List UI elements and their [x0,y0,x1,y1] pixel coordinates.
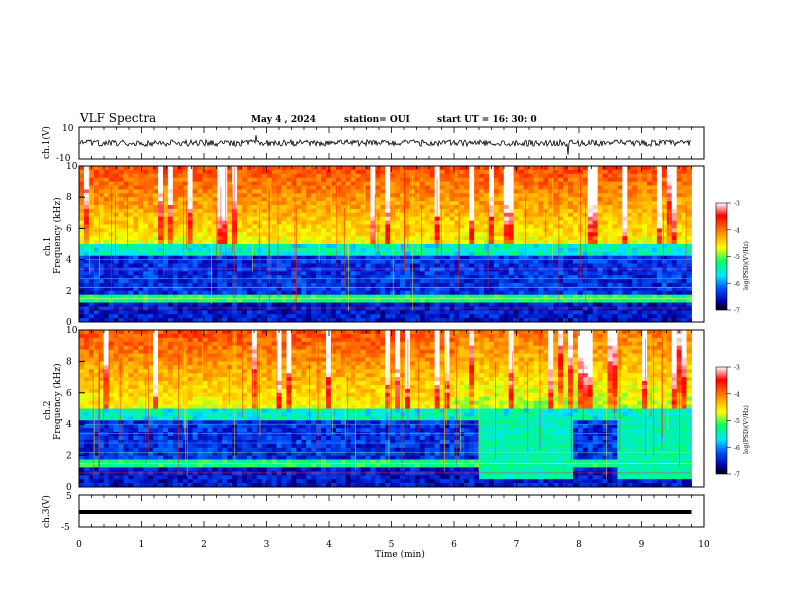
ch1-panel: 10 -10 ch.1(V) [41,124,705,164]
figure-title: VLF Spectra [79,111,156,125]
ch1-spec-ytick-label: 8 [66,193,72,203]
ch1-colorbar-label: log(PSD)(V²/Hz) [743,241,750,290]
station-label: station= OUI [344,115,410,125]
x-tick-label: 10 [698,540,710,550]
date-label: May 4 , 2024 [251,115,316,125]
colorbar-tick-label: -3 [734,365,740,372]
ch1-spec-ytick-label: 2 [66,287,72,297]
x-axis-ticks: 0 1 2 3 4 5 6 7 8 9 10 [76,127,710,550]
ch2-spec-ytick-label: 8 [66,357,72,367]
ch2-colorbar: -3 -4 -5 -6 -7 log(PSD)(V²/Hz) [715,365,750,479]
ch2-colorbar-label: log(PSD)(V²/Hz) [743,405,750,454]
ch1-spec-ytick-label: 4 [66,256,72,266]
colorbar-tick-label: -5 [734,418,740,425]
ch2-spec-ytick-label: 6 [66,389,72,399]
ch1-spec-ytick-label: 10 [66,162,78,172]
start-time-label: start UT = 16: 30: 0 [437,115,537,125]
x-tick-label: 8 [576,540,582,550]
x-tick-label: 3 [264,540,270,550]
ch1-ylabel: ch.1(V) [41,126,52,159]
ch3-panel: 5 -5 ch.3(V) [41,492,705,533]
ch2-spectrogram-image [79,330,692,488]
ch3-ytick-bottom: -5 [61,523,70,533]
ch2-spec-ytick-label: 10 [66,326,78,336]
ch2-spectrogram-panel: 0 2 4 6 8 10 ch.2 Frequency (kHz) [43,326,705,493]
ch1-spec-ytick-label: 6 [66,224,72,234]
x-tick-label: 9 [639,540,645,550]
ch1-spec-ytick-label: 0 [66,318,72,328]
colorbar-tick-label: -3 [734,201,740,208]
x-tick-label: 0 [76,540,82,550]
colorbar-tick-label: -5 [734,254,740,261]
x-axis-label: Time (min) [375,549,425,560]
ch2-spec-ytick-label: 0 [66,483,72,493]
colorbar-tick-label: -4 [734,227,740,234]
x-tick-label: 5 [389,540,395,550]
ch1-spectrogram-panel: 0 2 4 6 8 10 ch.1 Frequency (kHz) [43,162,705,328]
ch1-spectrogram-image [79,166,692,323]
x-tick-label: 7 [514,540,520,550]
x-tick-label: 2 [201,540,207,550]
ch1-ylabel-frequency: Frequency (kHz) [52,197,63,274]
ch2-spec-ytick-label: 4 [66,420,72,430]
ch3-ylabel: ch.3(V) [41,495,52,528]
ch1-ytick-bottom: -10 [56,154,71,164]
x-tick-label: 6 [451,540,457,550]
ch2-ylabel-channel: ch.2 [43,401,53,420]
x-tick-label: 1 [139,540,145,550]
ch2-ylabel-frequency: Frequency (kHz) [52,363,63,440]
ch1-ytick-top: 10 [62,124,74,134]
ch1-colorbar: -3 -4 -5 -6 -7 log(PSD)(V²/Hz) [715,201,750,315]
colorbar-tick-label: -6 [734,445,740,452]
ch1-waveform-line [79,135,692,155]
colorbar-tick-label: -4 [734,391,740,398]
ch2-spec-ytick-label: 2 [66,452,72,462]
colorbar-tick-label: -7 [734,308,740,315]
colorbar-tick-label: -6 [734,281,740,288]
colorbar-tick-label: -7 [734,472,740,479]
ch1-ylabel-channel: ch.1 [43,237,53,256]
ch3-ytick-top: 5 [66,492,72,502]
x-tick-label: 4 [326,540,332,550]
